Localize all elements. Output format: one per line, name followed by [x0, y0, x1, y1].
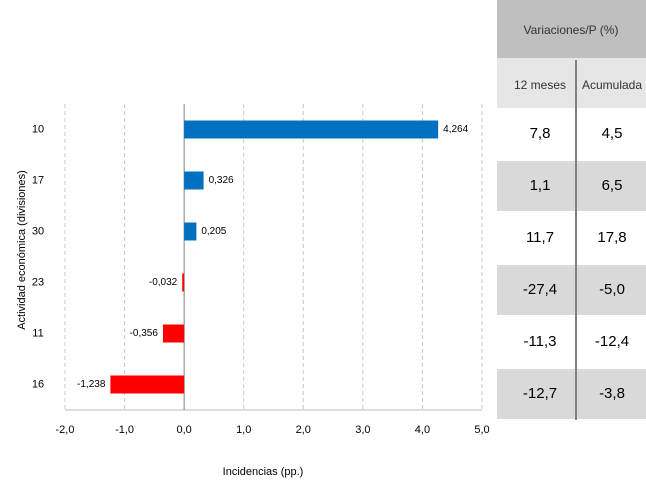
bar: [110, 375, 185, 394]
table-cell: -5,0: [599, 281, 625, 298]
x-tick-label: 4,0: [415, 424, 430, 436]
data-label: -1,238: [77, 379, 106, 390]
y-tick-label: 16: [32, 378, 44, 390]
y-tick-label: 17: [32, 174, 44, 186]
x-tick-label: 3,0: [355, 424, 370, 436]
x-tick-label: -2,0: [56, 424, 75, 436]
table-cell: 17,8: [597, 229, 626, 246]
y-tick-label: 11: [32, 327, 43, 339]
table-cell: 11,7: [526, 229, 554, 246]
x-tick-label: 1,0: [236, 424, 251, 436]
table-row: [497, 161, 646, 211]
x-tick-label: 5,0: [474, 424, 489, 436]
table-row: [497, 265, 646, 315]
x-tick-label: 0,0: [176, 424, 191, 436]
table-cell: 4,5: [602, 125, 623, 142]
table-cell: 1,1: [530, 177, 551, 194]
table-row: [497, 109, 646, 159]
table-cell: -3,8: [599, 385, 625, 402]
x-tick-label: 2,0: [296, 424, 311, 436]
bar: [182, 273, 185, 292]
table-cell: -11,3: [523, 333, 556, 350]
table-cell: -27,4: [523, 281, 557, 298]
column-header: Acumulada: [582, 78, 642, 92]
table-row: [497, 317, 646, 367]
data-label: 0,205: [201, 226, 226, 237]
table-row: [497, 369, 646, 419]
table-row: [497, 213, 646, 263]
table-cell: -12,7: [523, 385, 557, 402]
bar: [184, 222, 197, 241]
data-label: 0,326: [209, 175, 234, 186]
bar: [184, 120, 439, 139]
bar: [162, 324, 185, 343]
table-cell: -12,4: [595, 333, 629, 350]
data-label: -0,032: [149, 277, 178, 288]
table-subheader: [497, 58, 646, 108]
data-label: 4,264: [443, 124, 468, 135]
table-cell: 6,5: [602, 177, 623, 194]
column-header: 12 meses: [514, 78, 566, 92]
table-title: Variaciones/P (%): [524, 23, 619, 37]
table-header: [497, 0, 646, 58]
y-tick-label: 23: [32, 276, 44, 288]
y-tick-label: 30: [32, 225, 44, 237]
bar: [184, 171, 204, 190]
y-tick-label: 10: [32, 123, 44, 135]
table-cell: 7,8: [530, 125, 551, 142]
x-axis-label: Incidencias (pp.): [223, 466, 304, 478]
data-label: -0,356: [130, 328, 159, 339]
y-axis-label: Actividad económica (divisiones): [16, 170, 28, 330]
x-tick-label: -1,0: [115, 424, 134, 436]
